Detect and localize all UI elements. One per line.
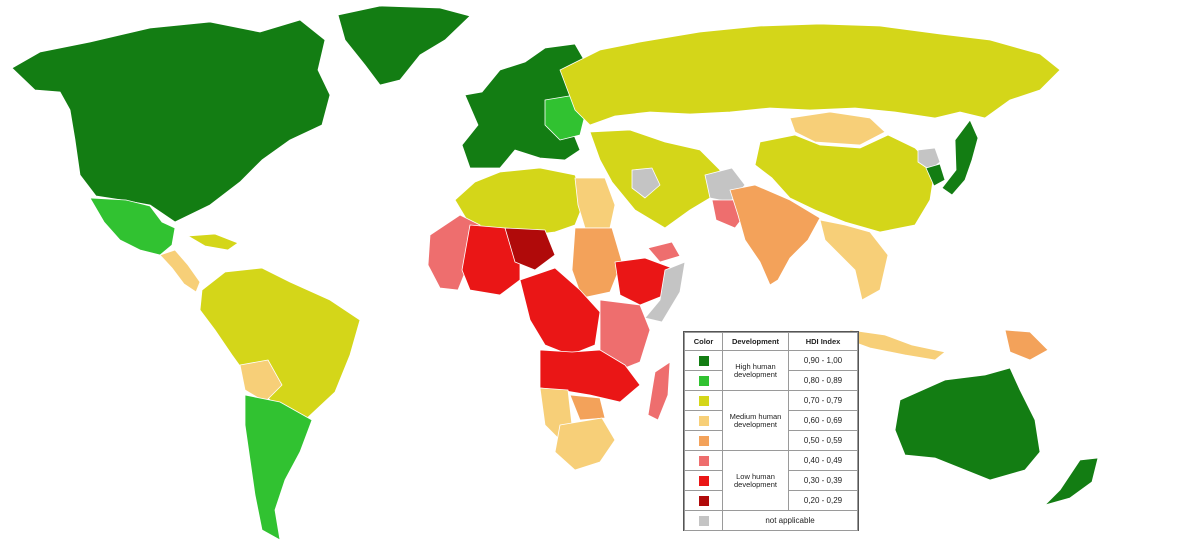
region-southeast-asia (819, 219, 889, 301)
legend-swatch (698, 355, 709, 366)
legend-group-low: Low human development (722, 450, 789, 511)
legend-swatch (698, 415, 709, 426)
legend-header-color: Color (684, 332, 723, 351)
legend-range: 0,60 - 0,69 (788, 410, 858, 431)
legend-header-development: Development (722, 332, 789, 351)
region-sudan (571, 227, 623, 299)
region-papua-new-guinea (1004, 329, 1049, 361)
region-india (729, 184, 821, 286)
region-south-america-north (199, 267, 361, 421)
legend-swatch (698, 395, 709, 406)
legend-table: Color Development HDI Index High human d… (684, 332, 858, 531)
region-greenland (337, 5, 471, 86)
legend-group-medium: Medium human development (722, 390, 789, 451)
region-china (754, 134, 936, 233)
region-bolivia (239, 359, 283, 403)
region-iraq (631, 167, 661, 199)
legend-range: 0,90 - 1,00 (788, 350, 858, 371)
legend-range: 0,50 - 0,59 (788, 430, 858, 451)
legend-range: 0,20 - 0,29 (788, 490, 858, 511)
region-southern-cone (244, 394, 313, 541)
legend-header-hdi: HDI Index (788, 332, 858, 351)
region-russia (559, 23, 1061, 126)
region-indonesia (847, 329, 946, 361)
legend-range: 0,80 - 0,89 (788, 370, 858, 391)
region-niger-chad (504, 227, 556, 271)
region-yemen (647, 241, 681, 263)
legend-range: 0,30 - 0,39 (788, 470, 858, 491)
region-caribbean (187, 233, 239, 251)
region-north-america (11, 19, 331, 223)
legend-swatch (698, 375, 709, 386)
legend-swatch (698, 475, 709, 486)
region-zimbabwe (569, 394, 606, 421)
legend-range: 0,70 - 0,79 (788, 390, 858, 411)
region-korea (925, 163, 946, 187)
region-egypt (574, 177, 616, 229)
region-new-zealand (1044, 457, 1099, 506)
legend-swatch (698, 455, 709, 466)
region-mongolia (789, 111, 886, 146)
region-south-africa (554, 417, 616, 471)
legend-group-high: High human development (722, 350, 789, 391)
legend-swatch-na (698, 515, 709, 526)
region-central-america (159, 249, 201, 293)
legend-swatch (698, 495, 709, 506)
region-australia (894, 367, 1041, 481)
legend-range: 0,40 - 0,49 (788, 450, 858, 471)
legend-na-label: not applicable (722, 510, 858, 531)
region-mexico (89, 197, 176, 256)
legend-swatch (698, 435, 709, 446)
region-madagascar (647, 361, 671, 421)
region-japan (941, 119, 979, 196)
region-central-africa (519, 267, 601, 356)
region-somalia (644, 261, 686, 323)
hdi-legend: Color Development HDI Index High human d… (683, 331, 859, 531)
